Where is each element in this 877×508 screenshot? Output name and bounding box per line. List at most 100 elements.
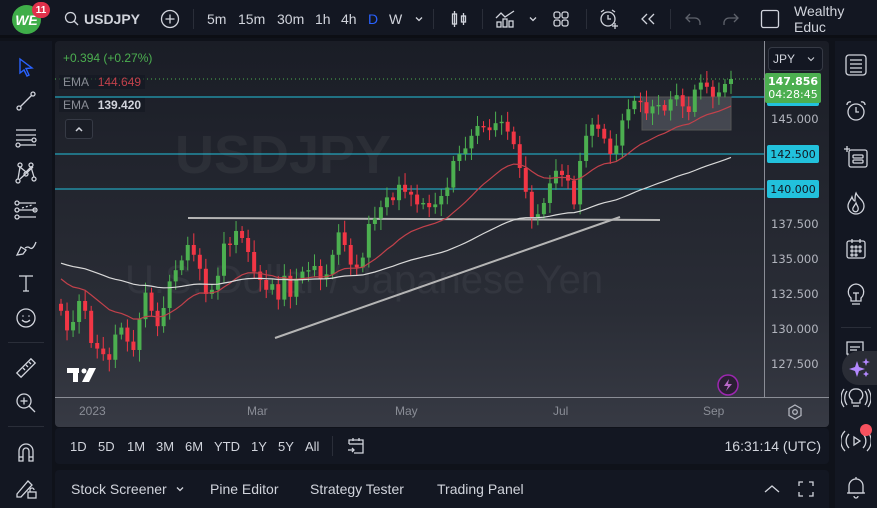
range-1d[interactable]: 1D [70, 438, 87, 454]
emoji-tool[interactable] [12, 304, 40, 332]
range-5d[interactable]: 5D [98, 438, 115, 454]
calendar-goto-icon [348, 438, 364, 454]
notifications-button[interactable] [840, 471, 872, 503]
ema-slow-line [60, 156, 732, 289]
lightbulb-icon [847, 283, 865, 305]
divider [586, 9, 587, 29]
goto-date-button[interactable] [346, 428, 366, 464]
resistance-trendline[interactable] [187, 217, 661, 221]
price-tick: 145.000 [771, 112, 819, 126]
cursor-arrow-icon [19, 57, 34, 77]
magnet-icon [18, 443, 34, 462]
ai-assistant-button[interactable] [842, 351, 877, 385]
measure-tool[interactable] [12, 354, 40, 382]
pattern-tool[interactable] [12, 159, 40, 187]
ema-legend-2[interactable]: EMA 139.420 [59, 98, 146, 112]
calendar-button[interactable] [840, 233, 872, 265]
streams-button[interactable] [840, 383, 872, 415]
live-stream-button[interactable] [840, 424, 872, 457]
fullscreen-toggle[interactable] [760, 0, 780, 38]
price-tick: 137.500 [771, 217, 819, 231]
compare-symbol-button[interactable] [160, 0, 180, 38]
price-scale[interactable] [764, 41, 829, 397]
price-chart[interactable]: USDJPY U.S. Dollar / Japanese Yen [55, 41, 764, 397]
lightning-icon [724, 379, 732, 391]
symbol-label: USDJPY [84, 11, 141, 27]
widget-bar [835, 41, 877, 508]
indicators-dropdown[interactable] [528, 0, 538, 38]
timeframe-w[interactable]: W [389, 11, 403, 27]
range-1m[interactable]: 1M [127, 438, 146, 454]
text-tool[interactable] [12, 269, 40, 297]
range-ytd[interactable]: YTD [214, 438, 240, 454]
time-tick: Mar [247, 404, 268, 418]
expand-panel-button[interactable] [763, 470, 781, 508]
layouts-button[interactable] [552, 0, 570, 38]
date-range-bar: 1D 5D 1M 3M 6M YTD 1Y 5Y All 16:31:14 (U… [55, 428, 829, 464]
tab-pine-editor[interactable]: Pine Editor [210, 481, 279, 497]
indicators-button[interactable] [494, 0, 516, 38]
square-icon [760, 9, 780, 29]
lock-drawings-tool[interactable] [12, 474, 40, 502]
replay-button[interactable] [639, 0, 657, 38]
tab-trading-panel[interactable]: Trading Panel [437, 481, 524, 497]
level-label: 140.000 [767, 180, 819, 198]
candles [59, 70, 733, 372]
price-tick: 127.500 [771, 357, 819, 371]
hotlists-button[interactable] [840, 187, 872, 219]
object-tree-button[interactable] [840, 141, 872, 173]
pencil-lock-icon [16, 480, 37, 499]
range-all[interactable]: All [305, 438, 320, 454]
zoom-in-tool[interactable] [12, 389, 40, 417]
tab-strategy-tester[interactable]: Strategy Tester [310, 481, 404, 497]
range-5y[interactable]: 5Y [278, 438, 294, 454]
flash-button[interactable] [717, 374, 739, 396]
tab-stock-screener[interactable]: Stock Screener [71, 470, 185, 508]
timeframe-5m[interactable]: 5m [207, 11, 227, 27]
range-3m[interactable]: 3M [156, 438, 175, 454]
timeframe-d[interactable]: D [368, 11, 379, 27]
gear-icon [788, 404, 802, 420]
workspace-name[interactable]: Wealthy Educ [794, 3, 845, 35]
fib-retracement-icon [15, 129, 37, 148]
timeframe-1h[interactable]: 1h [315, 11, 331, 27]
cursor-tool[interactable] [12, 53, 40, 81]
undo-button[interactable] [684, 0, 702, 38]
brush-tool[interactable] [12, 233, 40, 261]
zoom-in-icon [16, 393, 36, 413]
range-1y[interactable]: 1Y [251, 438, 267, 454]
timeframe-15m[interactable]: 15m [238, 11, 266, 27]
support-trendline[interactable] [274, 216, 621, 339]
projection-tool[interactable] [12, 196, 40, 224]
time-tick: Jul [553, 404, 569, 418]
ideas-button[interactable] [840, 279, 872, 311]
symbol-search[interactable]: USDJPY [64, 0, 140, 38]
trendline-tool[interactable] [12, 87, 40, 115]
chart-type-button[interactable] [450, 0, 468, 38]
currency-selector[interactable]: JPY [768, 47, 823, 71]
range-6m[interactable]: 6M [185, 438, 204, 454]
maximize-panel-button[interactable] [797, 470, 815, 508]
chart-pane[interactable]: USDJPY U.S. Dollar / Japanese Yen +0.394… [55, 41, 829, 427]
time-tick: May [395, 404, 418, 418]
price-tick: 130.000 [771, 322, 819, 336]
utc-clock[interactable]: 16:31:14 (UTC) [724, 438, 821, 454]
magnet-tool[interactable] [12, 438, 40, 466]
fib-tool[interactable] [12, 123, 40, 151]
bottom-panel: Stock Screener Pine Editor Strategy Test… [55, 470, 829, 508]
ema-legend-1[interactable]: EMA 144.649 [59, 75, 146, 89]
redo-button[interactable] [722, 0, 740, 38]
collapse-legend-button[interactable] [65, 119, 93, 139]
trendline-icon [16, 91, 36, 111]
add-list-icon [844, 146, 868, 168]
timeframe-dropdown[interactable] [414, 0, 424, 38]
timeframe-4h[interactable]: 4h [341, 11, 357, 27]
time-tick: Sep [703, 404, 725, 418]
chart-settings-button[interactable] [787, 404, 803, 425]
watchlist-button[interactable] [840, 49, 872, 81]
alert-button[interactable] [598, 0, 620, 38]
time-scale[interactable] [55, 397, 829, 427]
divider [193, 9, 194, 29]
alerts-button[interactable] [840, 95, 872, 127]
timeframe-30m[interactable]: 30m [277, 11, 305, 27]
